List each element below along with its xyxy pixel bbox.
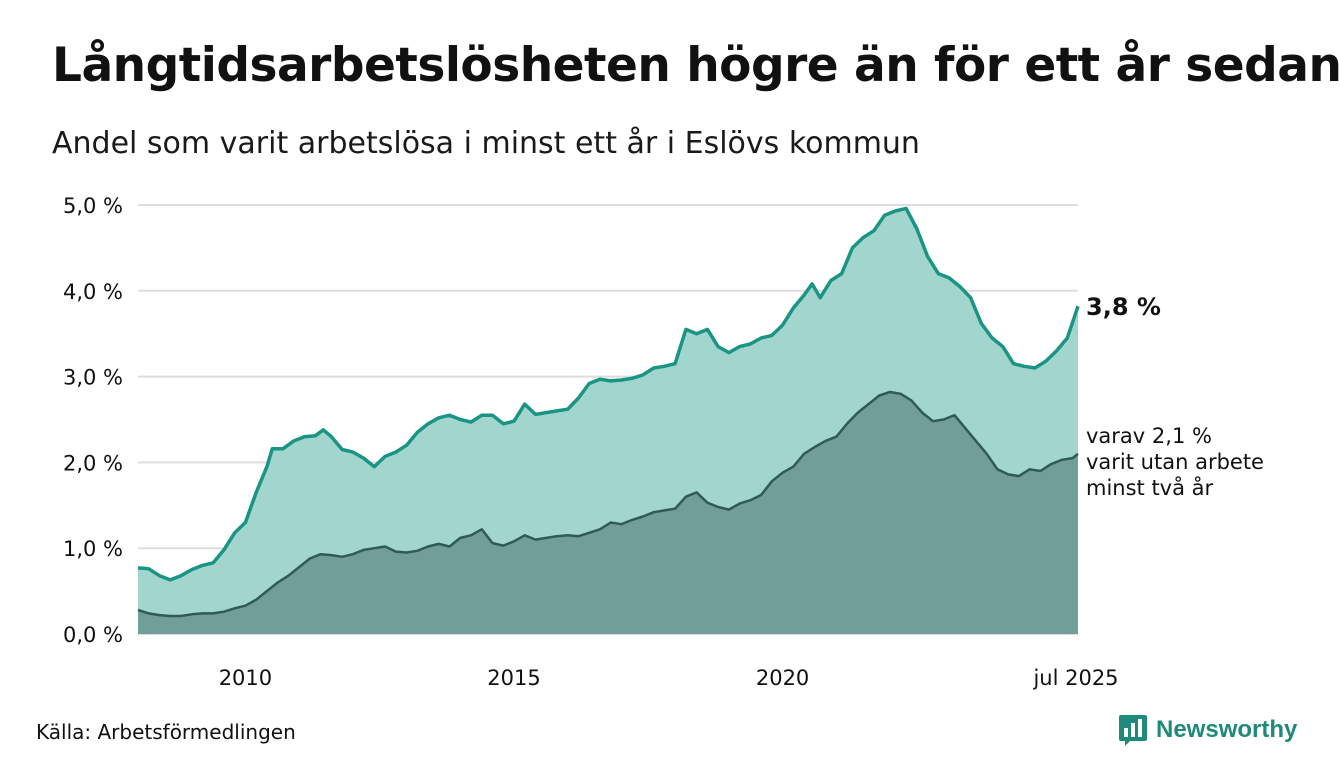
- series-two-years-area: [138, 392, 1078, 634]
- y-tick-label: 4,0 %: [63, 280, 123, 304]
- chart-areas: [137, 206, 1080, 634]
- newsworthy-logo-icon: [1119, 715, 1147, 746]
- y-tick-label: 5,0 %: [63, 194, 123, 218]
- brand-name: Newsworthy: [1156, 716, 1298, 743]
- chart-subtitle: Andel som varit arbetslösa i minst ett å…: [52, 126, 920, 161]
- x-tick-label: 2020: [756, 666, 809, 690]
- y-tick-label: 0,0 %: [63, 623, 123, 647]
- y-axis-ticks: 0,0 % 1,0 % 2,0 % 3,0 % 4,0 % 5,0 %: [63, 194, 123, 647]
- series-two-years-line: [137, 390, 1079, 618]
- y-tick-label: 2,0 %: [63, 451, 123, 475]
- x-axis-ticks: 2010 2015 2020 jul 2025: [219, 666, 1119, 690]
- y-tick-label: 3,0 %: [63, 366, 123, 390]
- end-label-bottom-line-3: minst två år: [1086, 475, 1214, 500]
- x-tick-label: 2010: [219, 666, 272, 690]
- end-label-top: 3,8 %: [1086, 293, 1161, 321]
- area-chart: 3,8 % varav 2,1 % varit utan arbete mins…: [63, 194, 1264, 690]
- source-text: Källa: Arbetsförmedlingen: [36, 720, 296, 744]
- x-tick-label: jul 2025: [1032, 666, 1118, 690]
- series-total-line: [137, 206, 1080, 582]
- x-tick-label: 2015: [487, 666, 540, 690]
- chart-title: Långtidsarbetslösheten högre än för ett …: [52, 38, 1340, 93]
- y-tick-label: 1,0 %: [63, 537, 123, 561]
- end-label-bottom-line-2: varit utan arbete: [1086, 450, 1264, 474]
- end-label-bottom-line-1: varav 2,1 %: [1086, 424, 1212, 448]
- brand-logo[interactable]: Newsworthy: [1118, 714, 1297, 746]
- end-labels: 3,8 % varav 2,1 % varit utan arbete mins…: [1086, 293, 1264, 500]
